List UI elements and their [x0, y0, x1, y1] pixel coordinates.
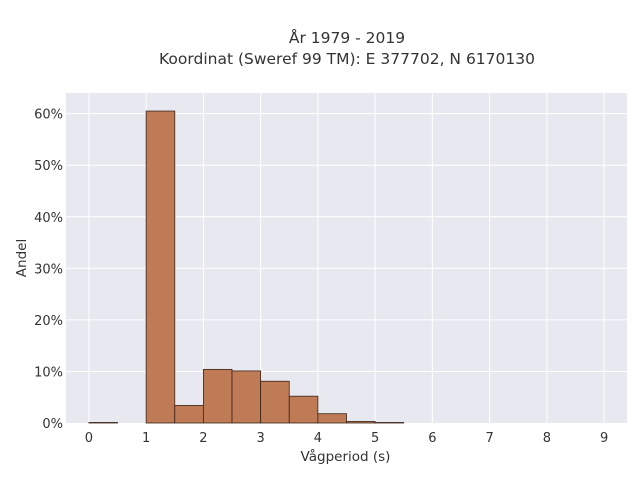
y-tick-label: 50% — [34, 159, 63, 174]
x-tick-label: 8 — [543, 431, 551, 446]
y-tick-label: 20% — [34, 314, 63, 329]
x-axis-label: Vågperiod (s) — [301, 448, 391, 465]
x-tick-label: 6 — [428, 431, 436, 446]
y-tick-label: 10% — [34, 365, 63, 380]
x-tick-label: 4 — [314, 431, 322, 446]
histogram-bar — [145, 110, 176, 424]
histogram-bar — [231, 370, 262, 424]
x-tick-label: 5 — [371, 431, 379, 446]
y-tick-label: 60% — [34, 108, 63, 123]
histogram-bar — [346, 421, 376, 424]
y-tick-label: 0% — [42, 417, 63, 432]
histogram-bar — [288, 395, 319, 424]
x-tick-label: 3 — [256, 431, 264, 446]
x-tick-label: 1 — [142, 431, 150, 446]
chart-subtitle: Koordinat (Sweref 99 TM): E 377702, N 61… — [159, 50, 535, 68]
histogram-bar — [374, 422, 405, 424]
chart-title-block: År 1979 - 2019 Koordinat (Sweref 99 TM):… — [0, 28, 640, 70]
y-tick-label: 40% — [34, 211, 63, 226]
y-axis-label: Andel — [14, 239, 30, 277]
x-tick-label: 2 — [199, 431, 207, 446]
chart-title: År 1979 - 2019 — [288, 29, 406, 47]
y-tick-label: 30% — [34, 262, 63, 277]
histogram-bar — [317, 413, 347, 424]
histogram-bar — [260, 380, 290, 424]
histogram-bar — [174, 405, 204, 424]
x-tick-label: 9 — [600, 431, 608, 446]
histogram-bar — [202, 368, 233, 424]
x-tick-label: 7 — [485, 431, 493, 446]
x-tick-label: 0 — [85, 431, 93, 446]
histogram-bar — [88, 422, 118, 424]
